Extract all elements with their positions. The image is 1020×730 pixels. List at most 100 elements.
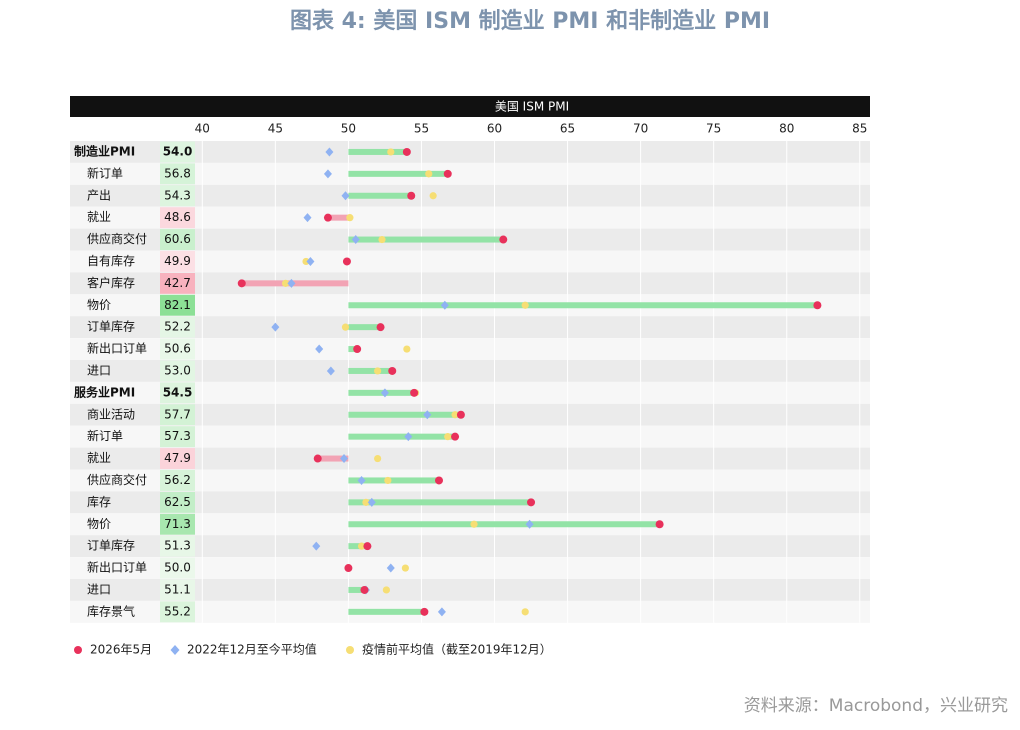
value-cell xyxy=(160,557,195,579)
bar xyxy=(327,214,349,221)
row-label: 进口 xyxy=(87,363,111,377)
row-background xyxy=(70,600,870,623)
value-cell xyxy=(160,470,195,491)
value-label: 54.0 xyxy=(163,144,193,158)
value-cell xyxy=(160,185,195,207)
average-diamond xyxy=(404,432,413,442)
average-diamond xyxy=(380,388,389,398)
row-label: 商业活动 xyxy=(87,406,135,421)
chart-subtitle: 美国 ISM PMI xyxy=(495,100,569,114)
bar xyxy=(348,324,381,331)
average-diamond xyxy=(437,607,446,617)
current-dot xyxy=(388,366,397,375)
row-background xyxy=(70,272,870,295)
pre-pandemic-dot xyxy=(374,367,382,375)
pre-pandemic-dot xyxy=(362,498,370,506)
pre-pandemic-dot xyxy=(346,214,354,222)
average-diamond xyxy=(303,213,312,223)
bar xyxy=(348,477,439,484)
row-label: 订单库存 xyxy=(87,319,135,334)
bar xyxy=(348,192,412,199)
current-dot xyxy=(344,564,353,573)
value-label: 51.3 xyxy=(164,539,191,553)
row-background xyxy=(70,425,870,448)
value-label: 53.0 xyxy=(164,363,191,377)
average-diamond xyxy=(351,235,360,245)
value-label: 55.2 xyxy=(164,604,191,618)
bar xyxy=(348,346,358,353)
average-diamond xyxy=(325,147,334,157)
legend-label: 2026年5月 xyxy=(90,643,152,657)
bar xyxy=(348,170,448,177)
row-label: 新出口订单 xyxy=(87,341,147,356)
average-diamond xyxy=(525,519,534,529)
row-label: 产出 xyxy=(87,188,111,202)
current-dot xyxy=(363,542,372,551)
bar xyxy=(348,608,425,615)
value-cell xyxy=(160,163,195,185)
row-label: 库存景气 xyxy=(87,603,135,618)
legend-marker xyxy=(346,646,354,654)
legend-marker xyxy=(74,646,82,654)
value-label: 47.9 xyxy=(164,451,191,465)
pre-pandemic-dot xyxy=(403,345,411,353)
current-dot xyxy=(323,213,332,222)
bar xyxy=(348,302,818,309)
value-label: 50.6 xyxy=(164,342,191,356)
average-diamond xyxy=(386,563,395,573)
value-cell xyxy=(160,272,195,294)
value-label: 62.5 xyxy=(164,495,191,509)
value-cell xyxy=(160,316,195,338)
value-cell xyxy=(160,404,195,426)
pre-pandemic-dot xyxy=(429,192,437,200)
value-cell xyxy=(160,535,195,557)
value-label: 51.1 xyxy=(164,582,191,596)
pre-pandemic-dot xyxy=(470,520,478,528)
row-background xyxy=(70,447,870,470)
row-label: 服务业PMI xyxy=(74,384,135,399)
pre-pandemic-dot xyxy=(302,257,310,266)
value-cell xyxy=(160,382,195,404)
row-background xyxy=(70,141,870,163)
current-dot xyxy=(402,147,411,156)
current-dot xyxy=(451,432,460,441)
average-diamond xyxy=(306,256,315,266)
value-label: 48.6 xyxy=(164,210,191,224)
row-label: 供应商交付 xyxy=(87,472,147,487)
x-tick-label: 80 xyxy=(779,122,794,136)
value-cell xyxy=(160,579,195,601)
value-label: 82.1 xyxy=(164,298,191,312)
current-dot xyxy=(237,279,246,288)
value-cell xyxy=(160,513,195,535)
header-band xyxy=(70,96,870,117)
average-diamond xyxy=(367,497,376,507)
row-label: 新订单 xyxy=(87,165,123,180)
current-dot xyxy=(410,388,419,397)
value-cell xyxy=(160,491,195,513)
average-diamond xyxy=(315,344,324,354)
value-label: 42.7 xyxy=(164,276,191,290)
value-cell xyxy=(160,426,195,448)
row-background xyxy=(70,535,870,558)
row-background xyxy=(70,557,870,579)
current-dot xyxy=(313,454,322,463)
average-diamond xyxy=(271,322,280,332)
value-label: 50.0 xyxy=(164,561,191,575)
pre-pandemic-dot xyxy=(451,411,459,419)
row-label: 就业 xyxy=(87,210,111,224)
bar xyxy=(348,521,660,528)
bar xyxy=(348,236,504,243)
row-background xyxy=(70,250,870,273)
row-background xyxy=(70,469,870,492)
x-tick-label: 55 xyxy=(414,122,429,136)
row-background xyxy=(70,206,870,229)
row-label: 供应商交付 xyxy=(87,231,147,246)
average-diamond xyxy=(287,278,296,288)
bar xyxy=(348,148,407,155)
row-label: 新出口订单 xyxy=(87,560,147,575)
value-cell xyxy=(160,448,195,469)
x-tick-label: 45 xyxy=(268,122,283,136)
pre-pandemic-dot xyxy=(425,170,433,178)
average-diamond xyxy=(423,410,432,420)
